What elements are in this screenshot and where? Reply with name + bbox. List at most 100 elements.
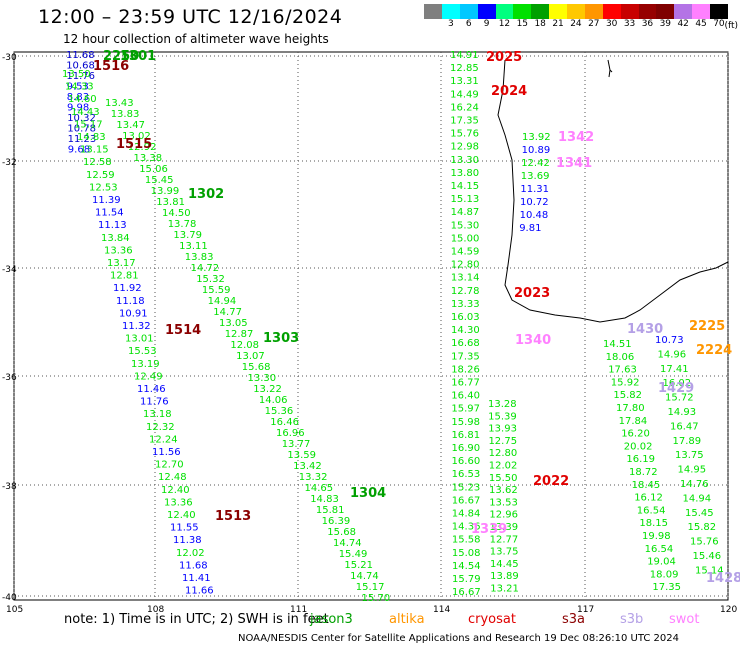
page-subtitle: 12 hour collection of altimeter wave hei…	[63, 32, 329, 46]
pass-number-label: 2224	[696, 343, 732, 358]
wave-height-value: 15.21	[344, 560, 373, 571]
scale-cell	[638, 4, 657, 19]
wave-height-value: 15.49	[339, 549, 368, 560]
wave-height-value: 14.15	[451, 181, 480, 192]
scale-cell	[674, 4, 693, 19]
wave-height-value: 14.50	[162, 208, 191, 219]
pass-number-label: 2024	[491, 84, 527, 99]
scale-cell	[602, 4, 621, 19]
wave-height-tracks: 11.6810.6811.769.538.839.9810.3210.7811.…	[62, 50, 724, 604]
pass-number-label: 1342	[558, 130, 594, 145]
wave-height-value: 13.93	[488, 424, 517, 435]
wave-height-value: 15.68	[242, 362, 271, 373]
wave-height-value: 15.36	[265, 406, 294, 417]
wave-height-value: 11.23	[68, 134, 97, 145]
wave-height-value: 13.84	[101, 233, 130, 244]
pass-number-label: 1516	[93, 59, 129, 74]
wave-height-value: 14.60	[68, 94, 97, 105]
wave-height-value: 10.89	[522, 145, 551, 156]
wave-height-value: 13.02	[122, 131, 151, 142]
wave-height-value: 14.96	[658, 349, 687, 360]
wave-height-value: 15.50	[489, 473, 518, 484]
pass-number-label: 1513	[215, 509, 251, 524]
pass-number-label: 1340	[515, 333, 551, 348]
scale-label: 70	[713, 19, 725, 29]
wave-height-value: 12.81	[110, 271, 139, 282]
wave-height-value: 17.41	[660, 364, 689, 375]
page-title: 12:00 – 23:59 UTC 12/16/2024	[38, 6, 343, 28]
wave-height-value: 15.32	[196, 274, 225, 285]
longitude-label: 111	[290, 605, 307, 615]
wave-height-value: 13.92	[522, 132, 551, 143]
wave-height-value: 14.74	[350, 571, 379, 582]
wave-height-value: 12.77	[490, 534, 519, 545]
australia-coastline	[497, 59, 729, 323]
wave-height-value: 19.04	[647, 557, 676, 568]
wave-height-value: 15.46	[693, 551, 722, 562]
wave-height-value: 18.72	[629, 467, 658, 478]
wave-height-value: 11.68	[66, 50, 95, 61]
scale-label: 30	[605, 19, 618, 29]
scale-cell	[441, 4, 460, 19]
wave-height-value: 14.95	[678, 465, 707, 476]
wave-height-value: 16.47	[670, 421, 699, 432]
wave-height-value: 14.59	[451, 247, 480, 258]
wave-height-value: 15.70	[362, 593, 391, 604]
satellite-legend-item: jason3	[310, 612, 353, 627]
wave-height-value: 15.79	[452, 574, 481, 585]
wave-height-value: 12.98	[450, 142, 479, 153]
grid-lines	[13, 52, 729, 600]
wave-height-value: 18.09	[650, 569, 679, 580]
wave-height-value: 11.46	[137, 384, 166, 395]
wave-height-value: 13.36	[164, 497, 193, 508]
wave-height-value: 14.43	[71, 107, 100, 118]
color-scale-bar	[424, 4, 728, 19]
wave-height-value: 14.30	[451, 325, 480, 336]
note-text: note: 1) Time is in UTC; 2) SWH is in fe…	[64, 612, 329, 627]
pass-number-label: 1301	[120, 49, 156, 64]
wave-height-value: 14.72	[191, 263, 220, 274]
wave-height-value: 16.54	[645, 544, 674, 555]
wave-height-value: 19.98	[642, 531, 671, 542]
wave-height-value: 15.58	[452, 535, 481, 546]
wave-height-value: 14.84	[452, 509, 481, 520]
scale-label: 39	[659, 19, 672, 29]
wave-height-value: 14.65	[305, 483, 334, 494]
scale-label: 33	[623, 19, 636, 29]
wave-height-value: 12.40	[161, 485, 190, 496]
wave-height-value: 17.89	[673, 436, 702, 447]
pass-number-label: 1514	[165, 323, 201, 338]
wave-height-value: 14.83	[77, 132, 106, 143]
wave-height-value: 16.67	[452, 587, 481, 598]
latitude-label: -34	[2, 265, 17, 275]
wave-height-value: 13.77	[282, 439, 311, 450]
wave-height-value: 11.41	[182, 573, 211, 584]
wave-height-value: 12.02	[489, 461, 518, 472]
wave-height-value: 16.20	[621, 429, 650, 440]
wave-height-value: 18.15	[639, 518, 668, 529]
wave-height-value: 20.02	[624, 441, 653, 452]
scale-cell	[549, 4, 567, 19]
wave-height-value: 14.33	[65, 82, 94, 93]
wave-height-value: 14.83	[310, 494, 339, 505]
wave-height-value: 14.93	[668, 407, 697, 418]
wave-height-value: 13.80	[450, 168, 479, 179]
wave-height-value: 11.66	[185, 586, 214, 597]
wave-height-value: 17.35	[451, 351, 480, 362]
longitude-label: 114	[433, 605, 450, 615]
wave-height-value: 12.02	[176, 548, 205, 559]
wave-height-value: 14.76	[680, 479, 709, 490]
wave-height-value: 15.17	[356, 582, 385, 593]
wave-height-value: 15.82	[688, 522, 717, 533]
color-scale-labels: 3 6 9 12 15 18 21 24 27 30 33 36 39 42 45 70	[424, 19, 728, 29]
wave-height-value: 10.78	[67, 124, 96, 135]
wave-height-value: 13.78	[168, 219, 197, 230]
scale-label: 6	[465, 19, 472, 29]
wave-height-value: 11.38	[173, 535, 202, 546]
wave-height-value: 16.90	[452, 443, 481, 454]
wave-height-value: 15.59	[202, 285, 231, 296]
wave-height-value: 14.45	[490, 559, 519, 570]
island-outline	[607, 59, 613, 78]
wave-height-value: 16.40	[451, 391, 480, 402]
